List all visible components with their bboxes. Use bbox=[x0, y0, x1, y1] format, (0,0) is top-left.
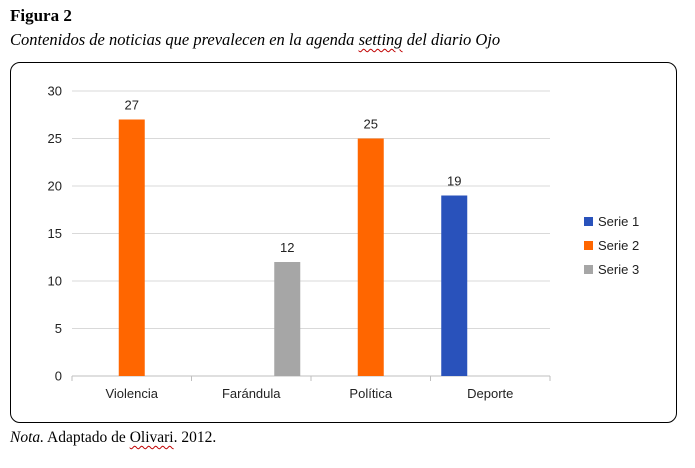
y-tick-label: 15 bbox=[48, 226, 62, 241]
figure-title-post: del diario Ojo bbox=[402, 30, 501, 49]
y-tick-label: 5 bbox=[55, 321, 62, 336]
legend-swatch bbox=[584, 217, 593, 226]
y-tick-label: 20 bbox=[48, 179, 62, 194]
y-tick-label: 25 bbox=[48, 131, 62, 146]
figure-title-setting: setting bbox=[358, 30, 403, 49]
y-tick-label: 10 bbox=[48, 274, 62, 289]
data-label: 19 bbox=[447, 174, 461, 189]
note-text-pre: Adaptado de bbox=[44, 429, 130, 446]
data-label: 25 bbox=[364, 117, 378, 132]
note-text-post: . 2012. bbox=[173, 429, 217, 446]
note-label: Nota. bbox=[10, 429, 45, 446]
figure-title: Contenidos de noticias que prevalecen en… bbox=[10, 30, 500, 50]
legend-label: Serie 2 bbox=[598, 238, 639, 253]
bar bbox=[357, 138, 384, 376]
legend-label: Serie 3 bbox=[598, 262, 639, 277]
chart-note: Nota. Adaptado de Olivari. 2012. bbox=[10, 429, 216, 447]
data-label: 12 bbox=[280, 240, 294, 255]
legend-swatch bbox=[584, 265, 593, 274]
chart-frame bbox=[10, 62, 677, 423]
x-tick-label: Política bbox=[349, 386, 392, 401]
y-tick-label: 30 bbox=[48, 84, 62, 99]
bar bbox=[441, 195, 468, 376]
data-label: 27 bbox=[125, 98, 139, 113]
legend-label: Serie 1 bbox=[598, 214, 639, 229]
note-author: Olivari bbox=[129, 429, 174, 446]
figure-label: Figura 2 bbox=[10, 6, 72, 25]
y-tick-label: 0 bbox=[55, 369, 62, 384]
figure-title-pre: Contenidos de noticias que prevalecen en… bbox=[10, 30, 359, 49]
legend-swatch bbox=[584, 241, 593, 250]
x-tick-label: Farándula bbox=[222, 386, 281, 401]
bar bbox=[118, 119, 145, 376]
x-tick-label: Violencia bbox=[105, 386, 158, 401]
x-tick-label: Deporte bbox=[467, 386, 513, 401]
bar bbox=[274, 262, 301, 376]
